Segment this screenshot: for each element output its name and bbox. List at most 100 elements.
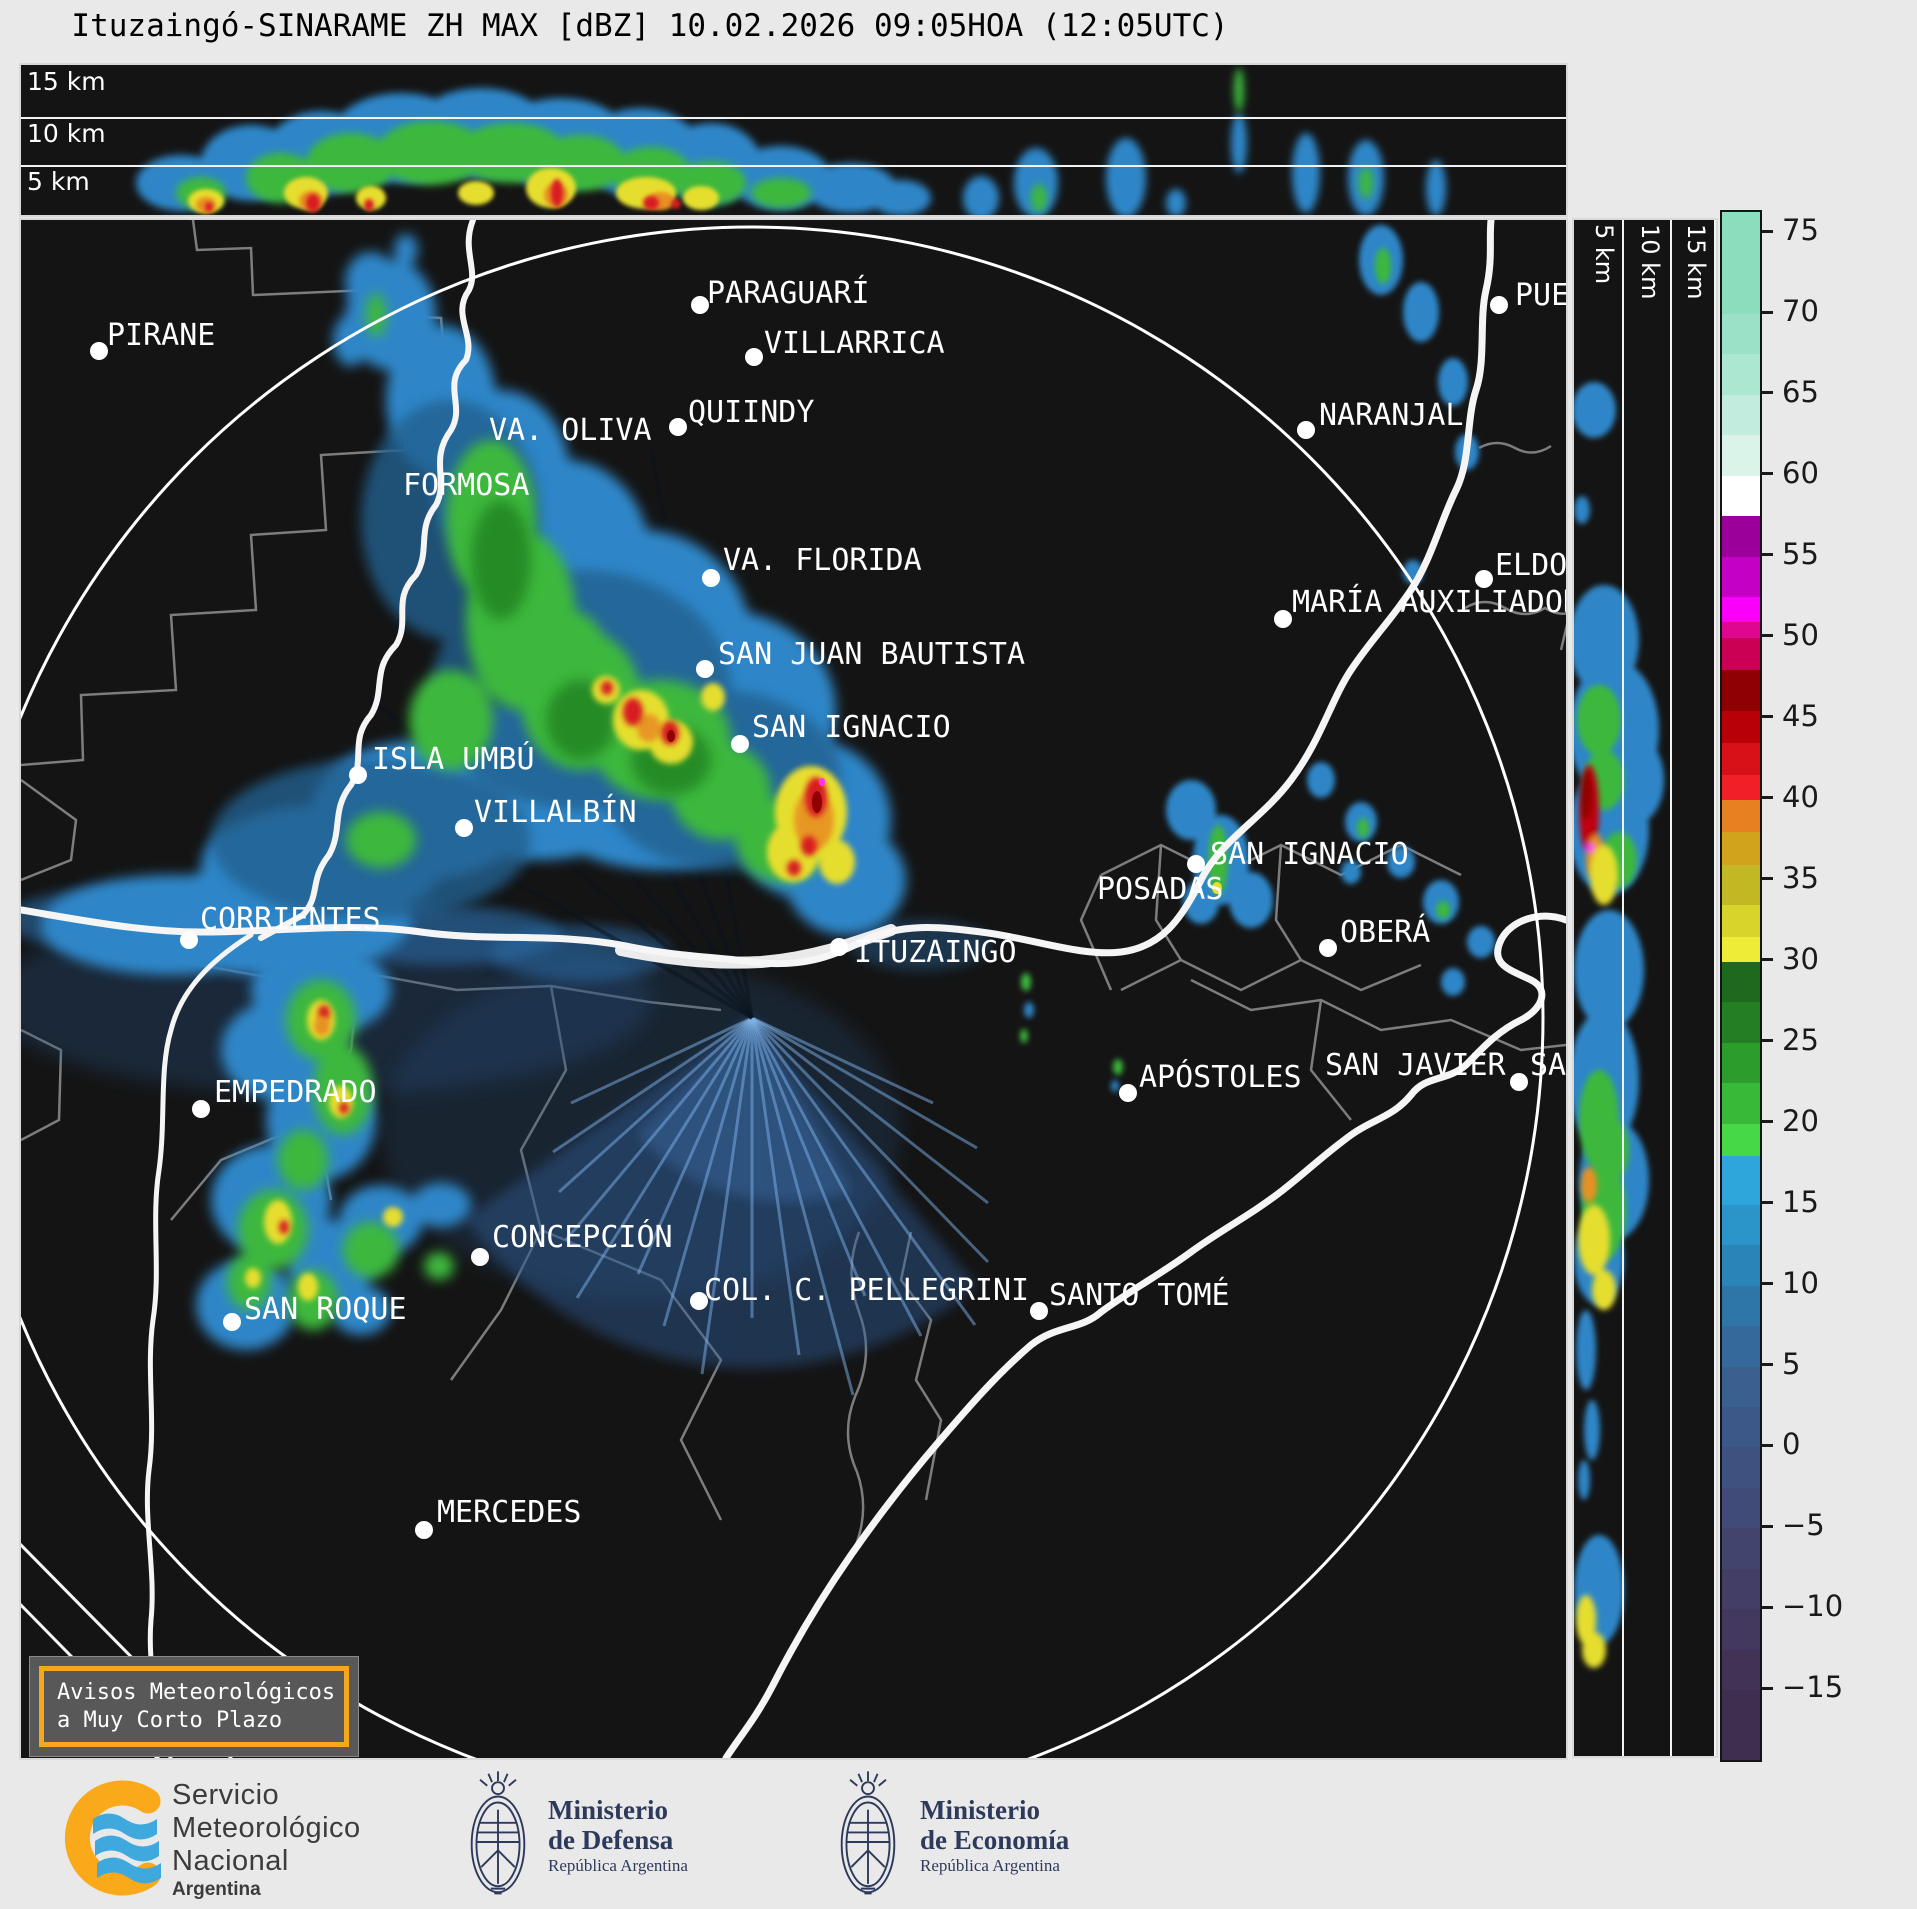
city-label: VA. FLORIDA <box>723 543 922 578</box>
city-label: PIRANE <box>107 318 216 353</box>
colorbar-segment <box>1722 516 1760 558</box>
colorbar-segment <box>1722 1285 1760 1327</box>
colorbar-segment <box>1722 637 1760 671</box>
city-label: VILLALBÍN <box>474 795 637 830</box>
city-dot <box>1274 610 1292 628</box>
city-label: SAN ROQUE <box>244 1292 407 1327</box>
city-label: VILLARRICA <box>764 326 945 361</box>
colorbar-segment <box>1722 597 1760 623</box>
altitude-label-15km: 15 km <box>27 67 106 96</box>
colorbar-segment <box>1722 212 1760 315</box>
colorbar-tick <box>1760 391 1773 395</box>
colorbar-tick-label: 35 <box>1782 860 1819 895</box>
colorbar-segment <box>1722 621 1760 639</box>
defensa-sub: República Argentina <box>548 1856 688 1875</box>
radar-map-panel: PIRANE PARAGUARÍ VILLARRICA QUIINDY VA. OLIV… <box>19 218 1568 1760</box>
city-dot <box>223 1313 241 1331</box>
echo-green-side <box>1577 685 1637 1260</box>
colorbar-ticks: 75 70 65 60 55 50 45 40 35 30 25 20 15 10 5 0 −5 −10 −15 <box>1760 210 1910 1758</box>
echo-orange-west <box>314 1016 330 1036</box>
city-label: NARANJAL <box>1319 398 1464 433</box>
colorbar-segment <box>1722 1204 1760 1246</box>
city-label: ITUZAINGÓ <box>854 935 1017 970</box>
colorbar-segment <box>1722 1083 1760 1125</box>
economia-text: Ministerio de Economía República Argenti… <box>920 1795 1069 1877</box>
colorbar-tick-label: 60 <box>1782 455 1819 490</box>
smn-line-4: Argentina <box>172 1879 261 1900</box>
echo-blue-ne <box>1024 225 1495 1092</box>
city-dot <box>192 1100 210 1118</box>
colorbar-segment <box>1722 1123 1760 1157</box>
colorbar-tick <box>1760 1039 1773 1043</box>
echo-core-side <box>1576 765 1618 1668</box>
colorbar-segment <box>1722 832 1760 866</box>
city-dot <box>90 342 108 360</box>
smn-line-2: Meteorológico <box>172 1812 361 1844</box>
colorbar-tick-label: 45 <box>1782 698 1819 733</box>
colorbar-tick <box>1760 715 1773 719</box>
page-title: Ituzaingó-SINARAME ZH MAX [dBZ] 10.02.20… <box>71 8 1229 44</box>
colorbar-tick-label: 70 <box>1782 294 1819 328</box>
colorbar-segment <box>1722 1407 1760 1448</box>
colorbar-segment <box>1722 354 1760 396</box>
altitude-line-5km <box>21 165 1566 167</box>
colorbar-tick-label: −10 <box>1782 1589 1844 1624</box>
colorbar-tick <box>1760 472 1773 476</box>
altitude-line-10km <box>21 117 1566 119</box>
city-dot <box>690 1292 708 1310</box>
colorbar-tick-label: 40 <box>1782 779 1819 814</box>
city-dot <box>1510 1073 1528 1091</box>
echo-green-west <box>227 980 454 1330</box>
defensa-text: Ministerio de Defensa República Argentin… <box>548 1795 688 1877</box>
economia-line-2: de Economía <box>920 1825 1070 1855</box>
smn-logo-icon <box>64 1780 161 1896</box>
defensa-line-2: de Defensa <box>548 1825 674 1855</box>
colorbar-tick-label: 15 <box>1782 1184 1819 1219</box>
city-label: ELDORADO <box>1495 548 1568 583</box>
city-label: PARAGUARÍ <box>707 276 870 311</box>
city-label: SAN IGNACIO <box>1210 837 1409 872</box>
top-cross-section-echoes <box>136 68 1446 215</box>
colorbar-segment <box>1722 1245 1760 1287</box>
colorbar-segment <box>1722 1156 1760 1206</box>
warning-line-1: Avisos Meteorológicos <box>57 1680 336 1705</box>
city-dot <box>830 938 848 956</box>
smn-line-3: Nacional <box>172 1845 289 1877</box>
colorbar-tick-label: 75 <box>1782 213 1819 248</box>
city-label: EMPEDRADO <box>214 1075 377 1110</box>
side-cross-section-echoes <box>1574 382 1664 1668</box>
colorbar-tick <box>1760 796 1773 800</box>
colorbar-tick-label: 25 <box>1782 1022 1819 1057</box>
colorbar-tick-label: −15 <box>1782 1670 1844 1705</box>
colorbar-tick <box>1760 958 1773 962</box>
city-dot <box>349 766 367 784</box>
colorbar-tick <box>1760 1282 1773 1286</box>
colorbar-segment <box>1722 799 1760 833</box>
colorbar-segment <box>1722 1528 1760 1570</box>
city-label: CONCEPCIÓN <box>492 1220 673 1255</box>
colorbar-segment <box>1722 864 1760 906</box>
city-dot <box>731 735 749 753</box>
colorbar-segment <box>1722 905 1760 938</box>
city-dot <box>180 931 198 949</box>
echo-green-layer <box>176 68 1373 212</box>
colorbar-tick <box>1760 1443 1773 1447</box>
city-dot <box>455 819 473 837</box>
city-label: OBERÁ <box>1340 915 1431 950</box>
colorbar-segment <box>1722 937 1760 963</box>
altitude-line-15km-v <box>1714 220 1716 1756</box>
city-dot <box>1187 855 1205 873</box>
colorbar-tick-label: 30 <box>1782 941 1819 976</box>
altitude-line-10km-v <box>1670 220 1672 1756</box>
colorbar-tick-label: 50 <box>1782 617 1819 652</box>
colorbar-tick <box>1760 1686 1773 1690</box>
warning-box: Avisos Meteorológicos a Muy Corto Plazo <box>29 1656 359 1757</box>
colorbar-tick-label: 5 <box>1782 1346 1801 1381</box>
warning-line-2: a Muy Corto Plazo <box>57 1708 283 1733</box>
smn-logo-text: Servicio Meteorológico Nacional Argentin… <box>172 1779 361 1902</box>
city-dot <box>745 348 763 366</box>
colorbar-segment <box>1722 1366 1760 1408</box>
city-dot <box>702 569 720 587</box>
altitude-label-5km-v: 5 km <box>1590 224 1618 285</box>
city-dot <box>1119 1084 1137 1102</box>
